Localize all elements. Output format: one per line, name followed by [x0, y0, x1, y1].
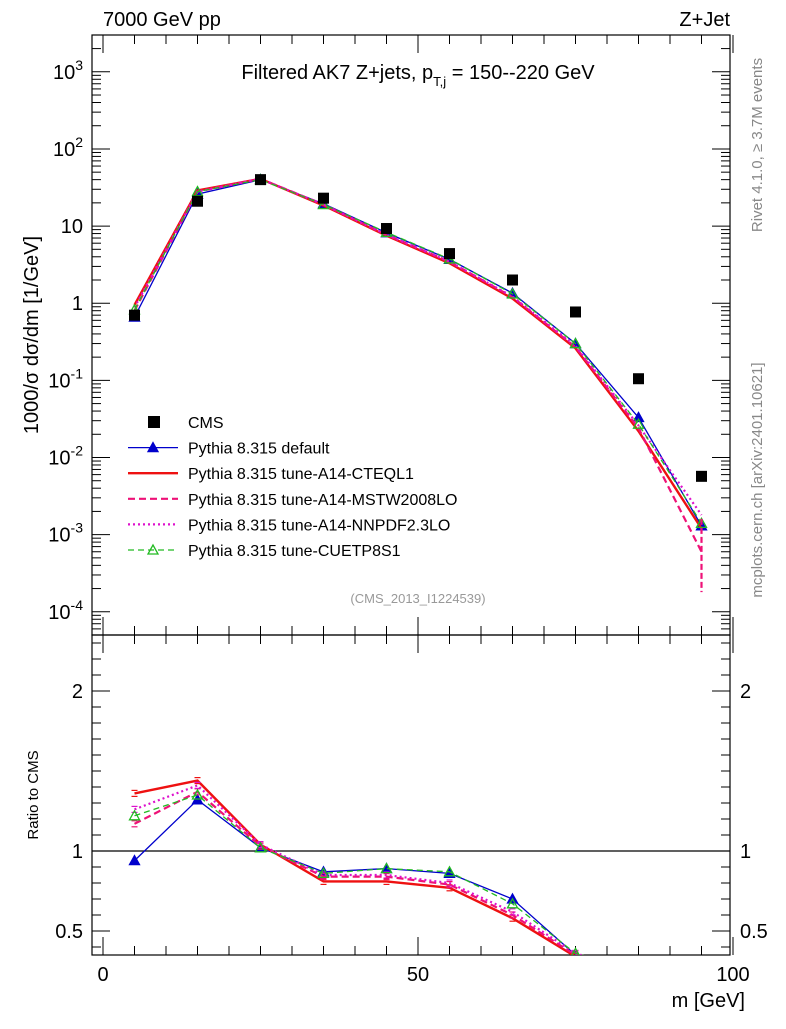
legend-marker-default	[146, 441, 160, 453]
main-data-point	[318, 192, 329, 204]
ratio-ylabel: Ratio to CMS	[25, 750, 42, 839]
main-data-point	[255, 174, 266, 186]
main-ytick-label: 102	[53, 134, 83, 161]
ratio-line-mstw	[134, 790, 580, 955]
legend-label-nnpdf: Pythia 8.315 tune-A14-NNPDF2.3LO	[188, 517, 450, 534]
main-data-point	[381, 223, 392, 235]
main-ytick-label: 10-1	[48, 365, 83, 392]
main-ytick-label: 103	[53, 57, 83, 84]
main-data-point	[129, 309, 140, 321]
ratio-marker-default	[128, 854, 141, 866]
main-data-point	[444, 248, 455, 260]
ratio-marker-cuetp8s1	[128, 809, 141, 821]
main-series-group	[128, 173, 708, 593]
legend-label-cteql1: Pythia 8.315 tune-A14-CTEQL1	[188, 466, 414, 483]
ratio-line-nnpdf	[134, 784, 586, 955]
main-tick-labels: 10-4 10-3 10-2 10-1 1 10 102 103	[48, 57, 83, 624]
ratio-series-group	[92, 776, 730, 978]
legend-marker-cuetp8s1	[146, 543, 160, 555]
rivet-label: Rivet 4.1.0, ≥ 3.7M events	[749, 58, 766, 232]
ratio-marker-default	[697, 969, 707, 978]
main-ytick-label: 10-2	[48, 443, 83, 470]
main-line-nnpdf	[133, 177, 703, 516]
ratio-line-cteql1	[134, 779, 576, 955]
legend-label-default: Pythia 8.315 default	[188, 441, 330, 458]
ratio-xtick-label: 0	[97, 964, 108, 986]
main-ytick-label: 10-3	[48, 520, 83, 547]
main-marker-cuetp8s1	[632, 417, 645, 429]
main-axis-ticks	[92, 34, 734, 636]
ratio-ytick-label: 0.5	[55, 921, 83, 943]
main-ylabel: 1000/σ dσ/dm [1/GeV]	[21, 236, 43, 434]
main-data-point	[696, 470, 707, 482]
main-data-point	[570, 306, 581, 318]
legend-label-cuetp8s1: Pythia 8.315 tune-CUETP8S1	[188, 543, 401, 560]
legend-label-data: CMS	[188, 415, 224, 432]
main-ytick-label: 10	[61, 216, 83, 238]
legend: CMS Pythia 8.315 default Pythia 8.315 tune…	[128, 415, 457, 560]
header-process: Z+Jet	[679, 9, 730, 31]
main-marker-default	[632, 411, 645, 423]
ratio-marker-default	[634, 958, 644, 967]
ratio-ytick-label-right: 2	[740, 681, 751, 703]
ratio-xtick-label: 50	[407, 964, 429, 986]
ratio-tick-labels: 0.5 0.5 1 1 2 2 0 50 100	[55, 681, 768, 986]
ratio-ytick-label: 1	[72, 841, 83, 863]
ratio-line-default	[134, 798, 581, 955]
header-energy: 7000 GeV pp	[103, 9, 221, 31]
main-data-point	[633, 373, 644, 385]
main-ytick-label: 1	[72, 293, 83, 315]
main-data-point	[507, 274, 518, 286]
main-title: Filtered AK7 Z+jets, pT,j = 150--220 GeV	[241, 62, 595, 89]
main-marker-cuetp8s1	[569, 337, 582, 349]
ratio-xlabel: m [GeV]	[672, 990, 745, 1012]
ratio-marker-cuetp8s1	[380, 862, 393, 874]
mcplots-label: mcplots.cern.ch [arXiv:2401.10621]	[749, 362, 766, 597]
main-line-mstw	[133, 177, 703, 553]
ratio-marker-cuetp8s1	[191, 788, 204, 800]
main-line-default	[133, 178, 703, 527]
ratio-ytick-label: 2	[72, 681, 83, 703]
ratio-marker-cuetp8s1	[571, 947, 580, 955]
ratio-marker-cuetp8s1	[634, 964, 644, 973]
ratio-axis-ticks	[92, 635, 734, 955]
main-marker-cuetp8s1	[191, 185, 204, 197]
ratio-marker-cuetp8s1	[697, 966, 707, 975]
ratio-xtick-label: 100	[716, 964, 749, 986]
main-ytick-label: 10-4	[48, 597, 83, 624]
main-marker-cuetp8s1	[695, 517, 708, 529]
ratio-ytick-label-right: 0.5	[740, 921, 768, 943]
ratio-panel-frame	[91, 634, 731, 956]
ratio-line-cuetp8s1	[134, 794, 585, 955]
ratio-marker-cuetp8s1	[254, 841, 267, 853]
main-data-point	[192, 195, 203, 207]
ratio-marker-cuetp8s1	[506, 897, 519, 909]
main-marker-cuetp8s1	[317, 198, 330, 210]
ratio-marker-cuetp8s1	[443, 865, 456, 877]
analysis-watermark: (CMS_2013_I1224539)	[350, 591, 485, 606]
legend-marker-data	[148, 416, 160, 428]
ratio-marker-cuetp8s1	[317, 867, 330, 879]
ratio-ytick-label-right: 1	[740, 841, 751, 863]
ratio-marker-default	[380, 862, 393, 874]
main-marker-cuetp8s1	[506, 287, 519, 299]
legend-label-mstw: Pythia 8.315 tune-A14-MSTW2008LO	[188, 492, 457, 509]
